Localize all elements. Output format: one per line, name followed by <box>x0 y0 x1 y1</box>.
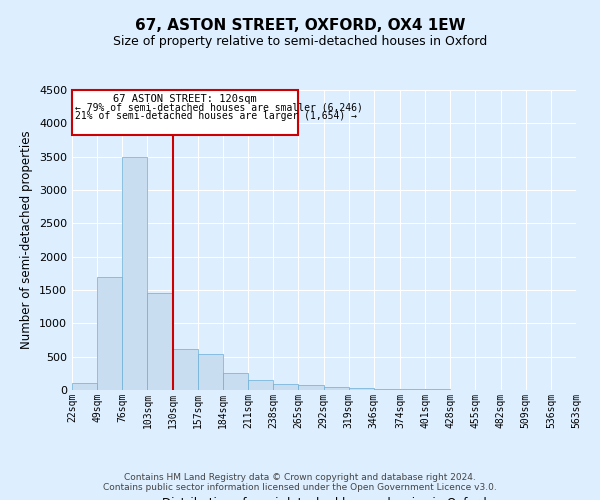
Bar <box>148 294 173 390</box>
Text: 67 ASTON STREET: 120sqm: 67 ASTON STREET: 120sqm <box>113 94 257 104</box>
Bar <box>298 385 323 390</box>
Text: Size of property relative to semi-detached houses in Oxford: Size of property relative to semi-detach… <box>113 35 487 48</box>
Bar <box>122 156 148 390</box>
Bar <box>349 388 374 390</box>
Bar <box>273 384 298 390</box>
Bar <box>173 348 198 390</box>
X-axis label: Distribution of semi-detached houses by size in Oxford: Distribution of semi-detached houses by … <box>161 498 487 500</box>
Bar <box>223 374 248 390</box>
Bar <box>97 276 122 390</box>
Bar <box>400 389 425 390</box>
Bar <box>248 380 273 390</box>
FancyBboxPatch shape <box>72 90 298 134</box>
Bar <box>374 389 400 390</box>
Bar <box>72 384 97 390</box>
Text: Contains HM Land Registry data © Crown copyright and database right 2024.
Contai: Contains HM Land Registry data © Crown c… <box>103 473 497 492</box>
Y-axis label: Number of semi-detached properties: Number of semi-detached properties <box>20 130 34 350</box>
Bar <box>323 386 349 390</box>
Bar <box>198 354 223 390</box>
Text: 67, ASTON STREET, OXFORD, OX4 1EW: 67, ASTON STREET, OXFORD, OX4 1EW <box>135 18 465 32</box>
Text: ← 79% of semi-detached houses are smaller (6,246): ← 79% of semi-detached houses are smalle… <box>75 102 362 113</box>
Text: 21% of semi-detached houses are larger (1,654) →: 21% of semi-detached houses are larger (… <box>75 110 357 120</box>
